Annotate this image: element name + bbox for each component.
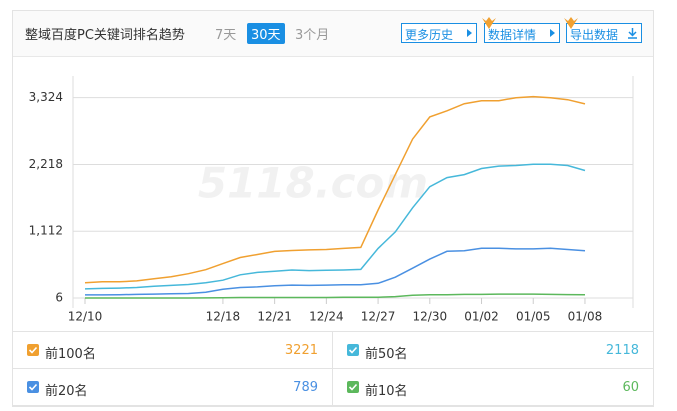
check-mark [348,346,358,354]
widget: 整域百度PC关键词排名趋势 7天 30天 3个月 更多历史 数据详情 导出数据 … [12,10,654,407]
legend-value: 3221 [284,343,318,358]
y-tick-label: 3,324 [29,90,63,104]
tab[interactable]: 3个月 [295,28,330,43]
series-line [84,163,586,290]
legend-name: 前10名 [365,384,408,399]
button[interactable]: 导出数据 [564,17,642,43]
legend-item[interactable]: 前50名 2118 [333,332,653,369]
chart: 5118.com 6 1,112 2,218 3,324 12/10 12/18 12/21… [29,76,634,324]
check-mark [28,383,38,391]
y-tick-label: 6 [55,291,63,305]
checkbox [347,344,359,356]
legend-item[interactable]: 前100名 3221 [13,332,333,369]
button-label: 导出数据 [570,28,619,42]
check-mark [348,383,358,391]
legend-value: 789 [293,380,318,395]
series-line [84,95,586,284]
vip-badge [482,17,496,29]
y-tick-label: 2,218 [29,157,63,171]
series-line [85,293,586,299]
x-tick-label: 12/24 [309,310,344,324]
button-label: 更多历史 [405,28,454,42]
y-tick-label: 1,112 [29,224,63,238]
legend-value: 60 [622,380,639,395]
legend: 前100名 3221 前50名 2118 前20名 789 前10名 60 [13,331,653,407]
legend-name: 前20名 [45,384,88,399]
watermark: 5118.com [198,159,428,208]
tab[interactable]: 7天 [215,28,237,43]
button[interactable]: 数据详情 [482,17,560,43]
button-label: 数据详情 [488,28,537,42]
checkbox [27,381,39,393]
icon [467,29,472,37]
x-tick-label: 01/02 [464,310,499,324]
checkbox [27,344,39,356]
checkbox [347,381,359,393]
legend-item[interactable]: 前10名 60 [333,369,653,406]
check-mark [28,346,38,354]
x-tick-label: 12/30 [413,310,448,324]
legend-value: 2118 [605,343,639,358]
header: 整域百度PC关键词排名趋势 7天 30天 3个月 更多历史 数据详情 导出数据 [13,11,653,57]
series-line [85,247,586,296]
download-icon [628,28,637,39]
legend-name: 前50名 [365,347,408,362]
x-tick-label: 12/18 [206,310,241,324]
vip-badge [564,17,578,29]
icon [550,29,555,37]
tab[interactable]: 30天 [247,23,285,44]
x-tick-label: 12/27 [361,310,396,324]
x-tick-label: 01/05 [516,310,551,324]
button[interactable]: 更多历史 [401,23,477,43]
legend-name: 前100名 [45,347,96,362]
x-tick-label: 01/08 [568,310,603,324]
widget-title: 整域百度PC关键词排名趋势 [25,28,185,43]
legend-item[interactable]: 前20名 789 [13,369,333,406]
x-tick-label: 12/10 [68,310,103,324]
x-tick-label: 12/21 [257,310,292,324]
